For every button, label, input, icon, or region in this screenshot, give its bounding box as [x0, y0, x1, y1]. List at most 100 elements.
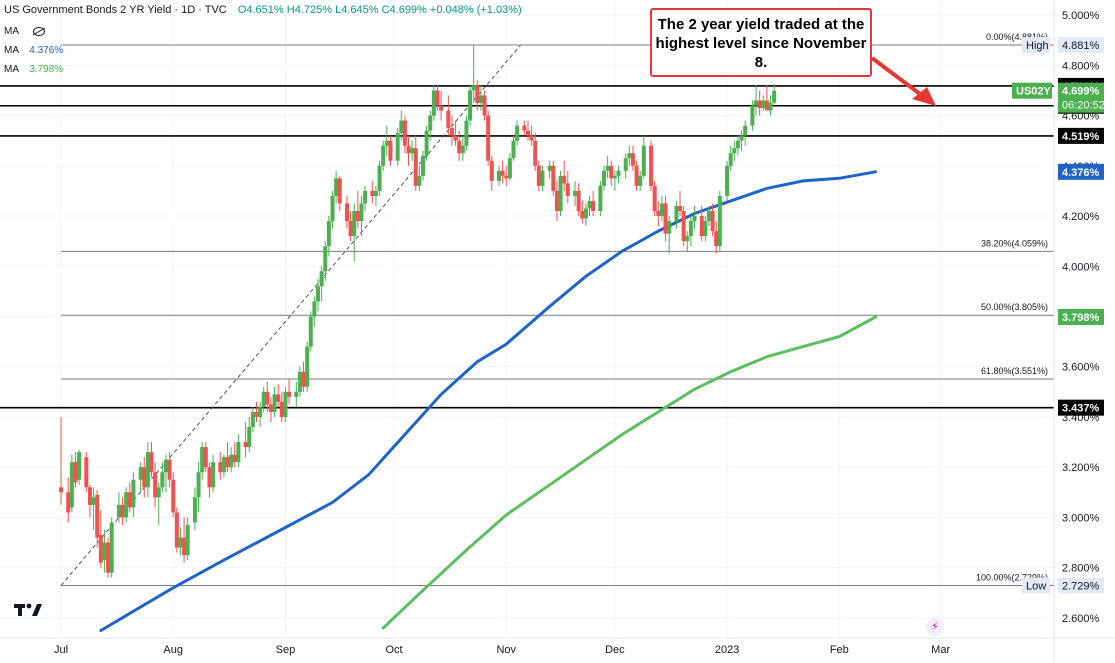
candle-body	[489, 160, 494, 181]
candle-body	[131, 479, 136, 508]
candle-body	[663, 203, 668, 234]
candle-body	[435, 90, 440, 106]
fib-value-bg	[1058, 36, 1104, 53]
countdown: 06:20:52	[1062, 100, 1105, 112]
candle-body	[602, 170, 606, 186]
candle-body	[772, 90, 777, 103]
candle-body	[301, 371, 306, 387]
candle-body	[685, 236, 690, 242]
fib-tag: Low	[1026, 581, 1046, 593]
ma-tag-bg	[1058, 308, 1104, 325]
candle-body	[279, 401, 284, 417]
candle-body	[348, 221, 353, 237]
candle-body	[268, 404, 273, 412]
price-tick: 3.200%	[1062, 462, 1100, 474]
candle-body	[692, 216, 697, 222]
hline-tag: 4.519%	[1062, 131, 1100, 143]
candle-body	[703, 221, 708, 237]
candle-body	[583, 208, 588, 219]
arrow-head	[912, 87, 936, 106]
candle-body	[562, 175, 567, 184]
candle-body	[598, 185, 603, 211]
fib-label: 0.00%(4.881%)	[986, 32, 1048, 42]
ohlc-low: L4.645%	[335, 4, 379, 16]
candle-body	[424, 130, 429, 156]
candle-body	[522, 125, 527, 131]
candle-body	[627, 153, 632, 159]
candle-body	[334, 178, 339, 196]
candle-body	[638, 175, 643, 186]
candle-body	[156, 487, 161, 498]
candle-body	[591, 200, 596, 211]
candle-body	[243, 442, 248, 448]
candle-body	[337, 178, 342, 204]
candle-body	[406, 145, 411, 154]
indicator-ma-slow[interactable]: MA 3.798%	[4, 64, 63, 75]
ma-tag: 4.376%	[1062, 167, 1100, 179]
candle-body	[652, 185, 657, 211]
candle-body	[431, 90, 436, 116]
time-tick: Jul	[54, 644, 68, 656]
candle-body	[667, 221, 672, 234]
candle-body	[265, 391, 270, 405]
candle-body	[95, 494, 100, 538]
indicator-ma-fast[interactable]: MA 4.376%	[4, 45, 63, 56]
candle-body	[163, 459, 168, 473]
candle-body	[261, 391, 266, 407]
candle-body	[710, 210, 715, 232]
ma-tag: 3.798%	[1062, 312, 1100, 324]
candle-body	[410, 148, 415, 154]
moving-averages	[99, 170, 877, 632]
fib-tag-bg	[1022, 577, 1050, 594]
candle-body	[457, 140, 462, 154]
hline-tag-bg	[1058, 127, 1104, 144]
candle-body	[109, 522, 114, 573]
candle-body	[714, 231, 719, 247]
candle-body	[59, 487, 63, 493]
candle-body	[305, 346, 310, 387]
eye-off-icon[interactable]	[33, 26, 46, 36]
candle-body	[399, 120, 404, 134]
candle-body	[330, 195, 335, 222]
candle-body	[218, 462, 223, 473]
tradingview-logo-icon[interactable]	[12, 598, 46, 620]
price-tick: 3.000%	[1062, 512, 1100, 524]
time-tick: Dec	[605, 644, 625, 656]
hline-tag: 3.437%	[1062, 403, 1100, 415]
candle-body	[287, 391, 292, 397]
candle-body	[750, 105, 755, 126]
candle-body	[384, 140, 389, 146]
candle-body	[735, 140, 740, 149]
symbol-title[interactable]: US Government Bonds 2 YR Yield · 1D · TV…	[4, 4, 227, 16]
candle-body	[446, 110, 451, 129]
candle-body	[344, 203, 349, 222]
candle-body	[743, 125, 748, 136]
candle-body	[258, 406, 263, 417]
candle-body	[316, 286, 321, 302]
candle-body	[587, 200, 592, 209]
indicator-label: MA	[4, 64, 19, 75]
candle-body	[656, 210, 661, 217]
time-tick: Feb	[830, 644, 849, 656]
candle-body	[149, 452, 154, 473]
candle-body	[725, 165, 730, 196]
grid	[0, 0, 1054, 638]
indicator-ma-hidden[interactable]: MA	[4, 26, 46, 37]
lightning-icon[interactable]: ⚡	[926, 618, 944, 636]
candle-body	[102, 542, 107, 561]
time-tick: Mar	[931, 644, 950, 656]
candle-body	[688, 221, 693, 237]
candle-body	[402, 120, 407, 146]
candle-body	[616, 170, 621, 176]
candle-body	[529, 135, 534, 141]
ma-tag-bg	[1058, 163, 1104, 180]
candle-body	[468, 90, 473, 121]
symbol-tag-bg	[1012, 82, 1052, 99]
candle-body	[565, 183, 570, 196]
candle-body	[641, 145, 646, 176]
candle-body	[377, 165, 382, 191]
fib-value-bg	[1058, 577, 1104, 594]
candle-body	[363, 190, 368, 204]
candle-body	[160, 472, 165, 488]
